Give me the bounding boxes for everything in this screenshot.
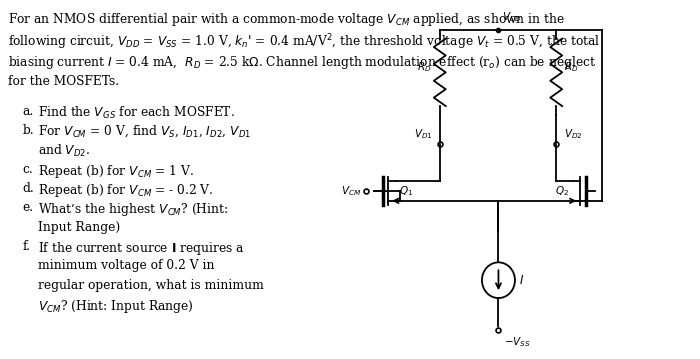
Text: $-V_{SS}$: $-V_{SS}$: [504, 335, 531, 349]
Text: $V_{CM}$: $V_{CM}$: [341, 184, 361, 198]
Text: Find the $V_{GS}$ for each MOSFET.: Find the $V_{GS}$ for each MOSFET.: [38, 104, 235, 121]
Text: d.: d.: [22, 182, 34, 195]
Text: $R_D$: $R_D$: [417, 60, 431, 74]
Text: $V_{CM}$? (Hint: Input Range): $V_{CM}$? (Hint: Input Range): [38, 298, 194, 315]
Text: What’s the highest $V_{CM}$? (Hint:: What’s the highest $V_{CM}$? (Hint:: [38, 201, 228, 218]
Text: minimum voltage of 0.2 V in: minimum voltage of 0.2 V in: [38, 259, 215, 272]
Text: $Q_1$: $Q_1$: [400, 184, 414, 198]
Text: Input Range): Input Range): [38, 221, 120, 234]
Text: and $V_{D2}$.: and $V_{D2}$.: [38, 143, 90, 159]
Text: Repeat (b) for $V_{CM}$ = 1 V.: Repeat (b) for $V_{CM}$ = 1 V.: [38, 163, 194, 180]
Text: c.: c.: [22, 163, 33, 176]
Text: regular operation, what is minimum: regular operation, what is minimum: [38, 279, 264, 292]
Text: e.: e.: [22, 201, 34, 214]
Text: following circuit, $V_{DD}$ = $V_{SS}$ = 1.0 V, $k_n$' = 0.4 mA/V$^2$, the thres: following circuit, $V_{DD}$ = $V_{SS}$ =…: [8, 33, 600, 52]
Text: for the MOSFETs.: for the MOSFETs.: [8, 75, 119, 88]
Text: f.: f.: [22, 240, 31, 253]
Text: $V_{D2}$: $V_{D2}$: [564, 127, 582, 141]
Text: For $V_{CM}$ = 0 V, find $V_S$, $I_{D1}$, $I_{D2}$, $V_{D1}$: For $V_{CM}$ = 0 V, find $V_S$, $I_{D1}$…: [38, 124, 251, 139]
Text: b.: b.: [22, 124, 34, 137]
Text: $Q_2$: $Q_2$: [555, 184, 569, 198]
Text: $R_D$: $R_D$: [564, 60, 579, 74]
Text: Repeat (b) for $V_{CM}$ = - 0.2 V.: Repeat (b) for $V_{CM}$ = - 0.2 V.: [38, 182, 214, 199]
Text: $\mathit{I}$: $\mathit{I}$: [519, 274, 524, 287]
Text: For an NMOS differential pair with a common-mode voltage $V_{CM}$ applied, as sh: For an NMOS differential pair with a com…: [8, 11, 565, 28]
Text: biasing current $I$ = 0.4 mA,  $R_D$ = 2.5 k$\Omega$. Channel length modulation : biasing current $I$ = 0.4 mA, $R_D$ = 2.…: [8, 54, 596, 71]
Text: a.: a.: [22, 104, 34, 118]
Text: $V_{D1}$: $V_{D1}$: [414, 127, 433, 141]
Text: If the current source $\mathbf{I}$ requires a: If the current source $\mathbf{I}$ requi…: [38, 240, 244, 257]
Text: $V_{DD}$: $V_{DD}$: [502, 10, 522, 24]
